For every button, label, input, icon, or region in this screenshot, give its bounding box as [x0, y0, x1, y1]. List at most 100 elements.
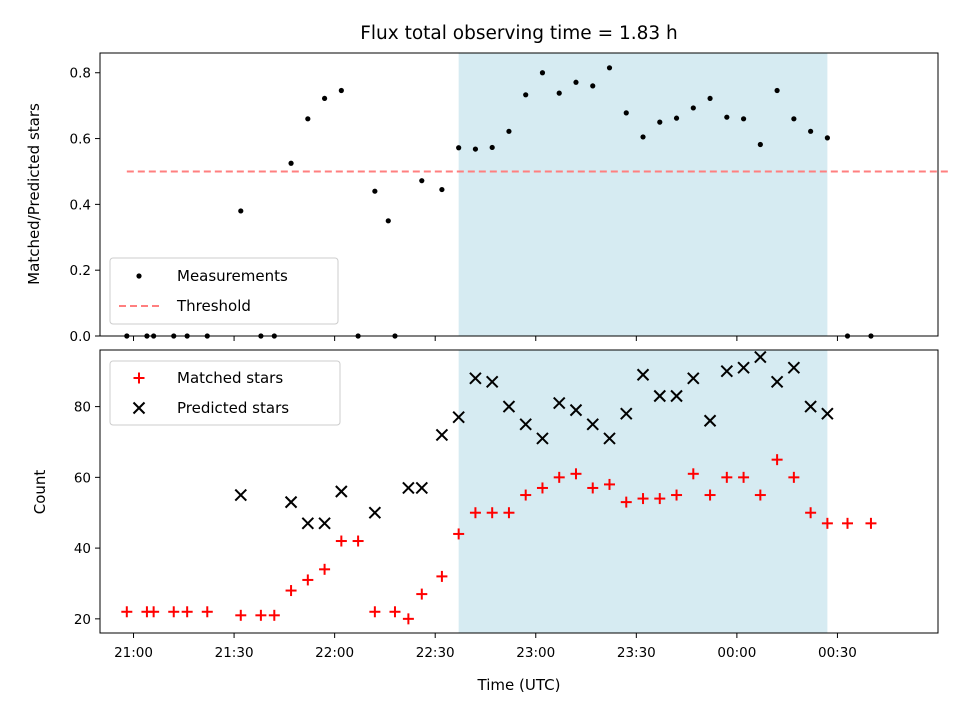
- matched-point-14: [369, 606, 381, 618]
- predicted-point-28: [770, 375, 784, 389]
- x-tick-label-2: 22:00: [315, 645, 354, 661]
- predicted-point-25: [720, 365, 734, 378]
- measurement-point-29: [623, 110, 629, 116]
- measurement-point-37: [757, 141, 763, 148]
- predicted-point-27: [754, 350, 767, 364]
- matched-point-33: [687, 468, 699, 480]
- measurement-point-27: [590, 83, 596, 89]
- x-tick-label-6: 00:00: [717, 645, 756, 661]
- matched-point-38: [771, 454, 783, 466]
- predicted-point-11: [485, 375, 499, 389]
- top-ytick-label-1: 0.2: [70, 263, 91, 279]
- bottom-legend: Matched stars Predicted stars: [109, 360, 341, 426]
- matched-point-7: [255, 609, 267, 621]
- measurement-point-24: [539, 70, 546, 76]
- bottom-ytick-label-1: 40: [74, 541, 91, 557]
- x-tick-label-3: 22:30: [416, 645, 455, 661]
- matched-point-5: [201, 606, 213, 618]
- matched-point-17: [416, 588, 428, 600]
- measurement-point-11: [321, 95, 328, 102]
- top-ytick-label-2: 0.4: [70, 197, 91, 213]
- matched-point-31: [654, 493, 666, 505]
- matched-point-16: [402, 613, 414, 625]
- matched-point-10: [302, 574, 314, 586]
- matched-point-36: [738, 471, 750, 483]
- top-legend: Measurements Threshold: [109, 257, 339, 325]
- measurement-point-22: [506, 128, 512, 134]
- measurement-point-32: [673, 115, 680, 121]
- bottom-observing-window: [458, 350, 828, 633]
- legend-predicted-marker: [132, 401, 146, 415]
- bottom-ytick-label-0: 20: [74, 612, 91, 628]
- predicted-point-15: [553, 396, 566, 410]
- predicted-point-17: [586, 418, 599, 431]
- predicted-point-19: [620, 407, 633, 420]
- matched-point-26: [570, 468, 582, 480]
- x-axis-label: Time (UTC): [477, 676, 561, 694]
- measurement-point-15: [385, 218, 391, 224]
- matched-point-3: [168, 606, 180, 618]
- matched-point-40: [805, 507, 817, 519]
- predicted-point-26: [737, 361, 750, 374]
- measurement-point-18: [439, 186, 445, 193]
- predicted-point-30: [804, 400, 817, 413]
- matched-point-43: [865, 517, 877, 529]
- measurement-point-26: [573, 79, 579, 85]
- matched-point-29: [620, 496, 632, 508]
- matched-point-28: [604, 478, 616, 490]
- matched-point-13: [352, 535, 364, 547]
- predicted-point-16: [569, 403, 583, 417]
- predicted-point-0: [234, 488, 247, 502]
- predicted-point-12: [502, 400, 516, 413]
- predicted-point-8: [435, 428, 449, 442]
- matched-point-6: [235, 609, 247, 621]
- matched-point-20: [469, 507, 481, 519]
- bottom-legend-box: [109, 360, 341, 426]
- predicted-point-31: [821, 407, 834, 420]
- predicted-point-13: [519, 418, 532, 431]
- matched-point-23: [520, 489, 532, 501]
- matched-point-32: [671, 489, 683, 501]
- matched-point-22: [503, 507, 515, 519]
- matched-point-30: [637, 493, 649, 505]
- predicted-point-22: [670, 389, 683, 403]
- legend-matched-marker: [133, 372, 145, 384]
- x-tick-label-1: 21:30: [215, 645, 254, 661]
- matched-point-39: [788, 471, 800, 483]
- predicted-point-5: [368, 506, 382, 519]
- matched-point-35: [721, 471, 733, 483]
- measurement-point-33: [690, 105, 696, 111]
- predicted-point-4: [335, 485, 348, 498]
- predicted-point-10: [469, 372, 482, 385]
- matched-point-19: [453, 528, 465, 540]
- measurement-point-6: [238, 208, 244, 214]
- matched-point-24: [536, 482, 548, 494]
- measurement-point-28: [606, 65, 613, 71]
- bottom-panel: 20 40 60 80 21:00 21:30 22:00 22:30 23:00 23:30 0…: [31, 349, 939, 661]
- predicted-point-24: [703, 414, 717, 427]
- measurement-point-20: [472, 146, 479, 152]
- legend-matched-label: Matched stars: [177, 369, 283, 387]
- matched-point-0: [121, 606, 133, 618]
- top-panel: 0.00.20.40.60.8 Matched/Predicted stars …: [25, 52, 949, 345]
- matched-point-25: [553, 471, 565, 483]
- top-ytick-label-0: 0.0: [70, 329, 91, 345]
- legend-matched-glyph: [133, 372, 145, 384]
- measurement-point-38: [774, 87, 780, 94]
- matched-point-9: [285, 585, 297, 597]
- predicted-point-20: [636, 368, 650, 381]
- matched-point-15: [389, 606, 401, 618]
- predicted-point-9: [452, 411, 465, 424]
- x-tick-label-4: 23:00: [516, 645, 555, 661]
- matched-point-8: [268, 609, 280, 621]
- matched-point-4: [181, 606, 193, 618]
- measurement-point-23: [523, 92, 529, 98]
- top-axes-frame: [99, 52, 939, 337]
- measurement-point-14: [372, 188, 378, 194]
- x-tick-label-5: 23:30: [617, 645, 656, 661]
- measurement-point-34: [707, 95, 713, 102]
- matched-point-12: [335, 535, 347, 547]
- measurement-point-30: [640, 134, 646, 140]
- predicted-point-23: [687, 372, 700, 385]
